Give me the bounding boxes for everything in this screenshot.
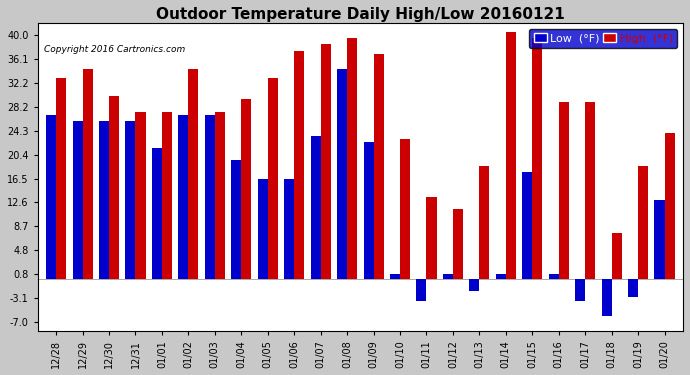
Bar bbox=[664, 133, 675, 279]
Bar bbox=[506, 32, 516, 279]
Bar bbox=[575, 279, 585, 300]
Bar bbox=[268, 78, 278, 279]
Bar bbox=[532, 38, 542, 279]
Bar bbox=[559, 102, 569, 279]
Bar bbox=[416, 279, 426, 300]
Bar bbox=[310, 136, 321, 279]
Legend: Low  (°F), High  (°F): Low (°F), High (°F) bbox=[529, 28, 678, 48]
Bar bbox=[46, 115, 56, 279]
Bar bbox=[72, 121, 83, 279]
Bar bbox=[188, 69, 199, 279]
Bar bbox=[373, 54, 384, 279]
Bar bbox=[655, 200, 664, 279]
Bar bbox=[152, 148, 162, 279]
Bar bbox=[135, 111, 146, 279]
Bar bbox=[628, 279, 638, 297]
Bar bbox=[99, 121, 109, 279]
Bar bbox=[109, 96, 119, 279]
Bar bbox=[638, 166, 648, 279]
Text: Copyright 2016 Cartronics.com: Copyright 2016 Cartronics.com bbox=[44, 45, 186, 54]
Bar bbox=[56, 78, 66, 279]
Bar bbox=[522, 172, 532, 279]
Bar bbox=[241, 99, 251, 279]
Bar bbox=[337, 69, 347, 279]
Bar bbox=[390, 274, 400, 279]
Bar bbox=[284, 178, 294, 279]
Bar bbox=[480, 166, 489, 279]
Bar bbox=[364, 142, 373, 279]
Bar bbox=[126, 121, 135, 279]
Bar bbox=[178, 115, 188, 279]
Bar bbox=[205, 115, 215, 279]
Bar bbox=[469, 279, 480, 291]
Bar bbox=[400, 139, 410, 279]
Bar bbox=[602, 279, 611, 316]
Bar bbox=[231, 160, 241, 279]
Bar bbox=[321, 45, 331, 279]
Bar bbox=[496, 274, 506, 279]
Title: Outdoor Temperature Daily High/Low 20160121: Outdoor Temperature Daily High/Low 20160… bbox=[156, 7, 564, 22]
Bar bbox=[585, 102, 595, 279]
Bar bbox=[215, 111, 225, 279]
Bar bbox=[549, 274, 559, 279]
Bar bbox=[162, 111, 172, 279]
Bar bbox=[347, 38, 357, 279]
Bar bbox=[257, 178, 268, 279]
Bar bbox=[443, 274, 453, 279]
Bar bbox=[453, 209, 463, 279]
Bar bbox=[83, 69, 92, 279]
Bar bbox=[294, 51, 304, 279]
Bar bbox=[426, 197, 437, 279]
Bar bbox=[611, 234, 622, 279]
